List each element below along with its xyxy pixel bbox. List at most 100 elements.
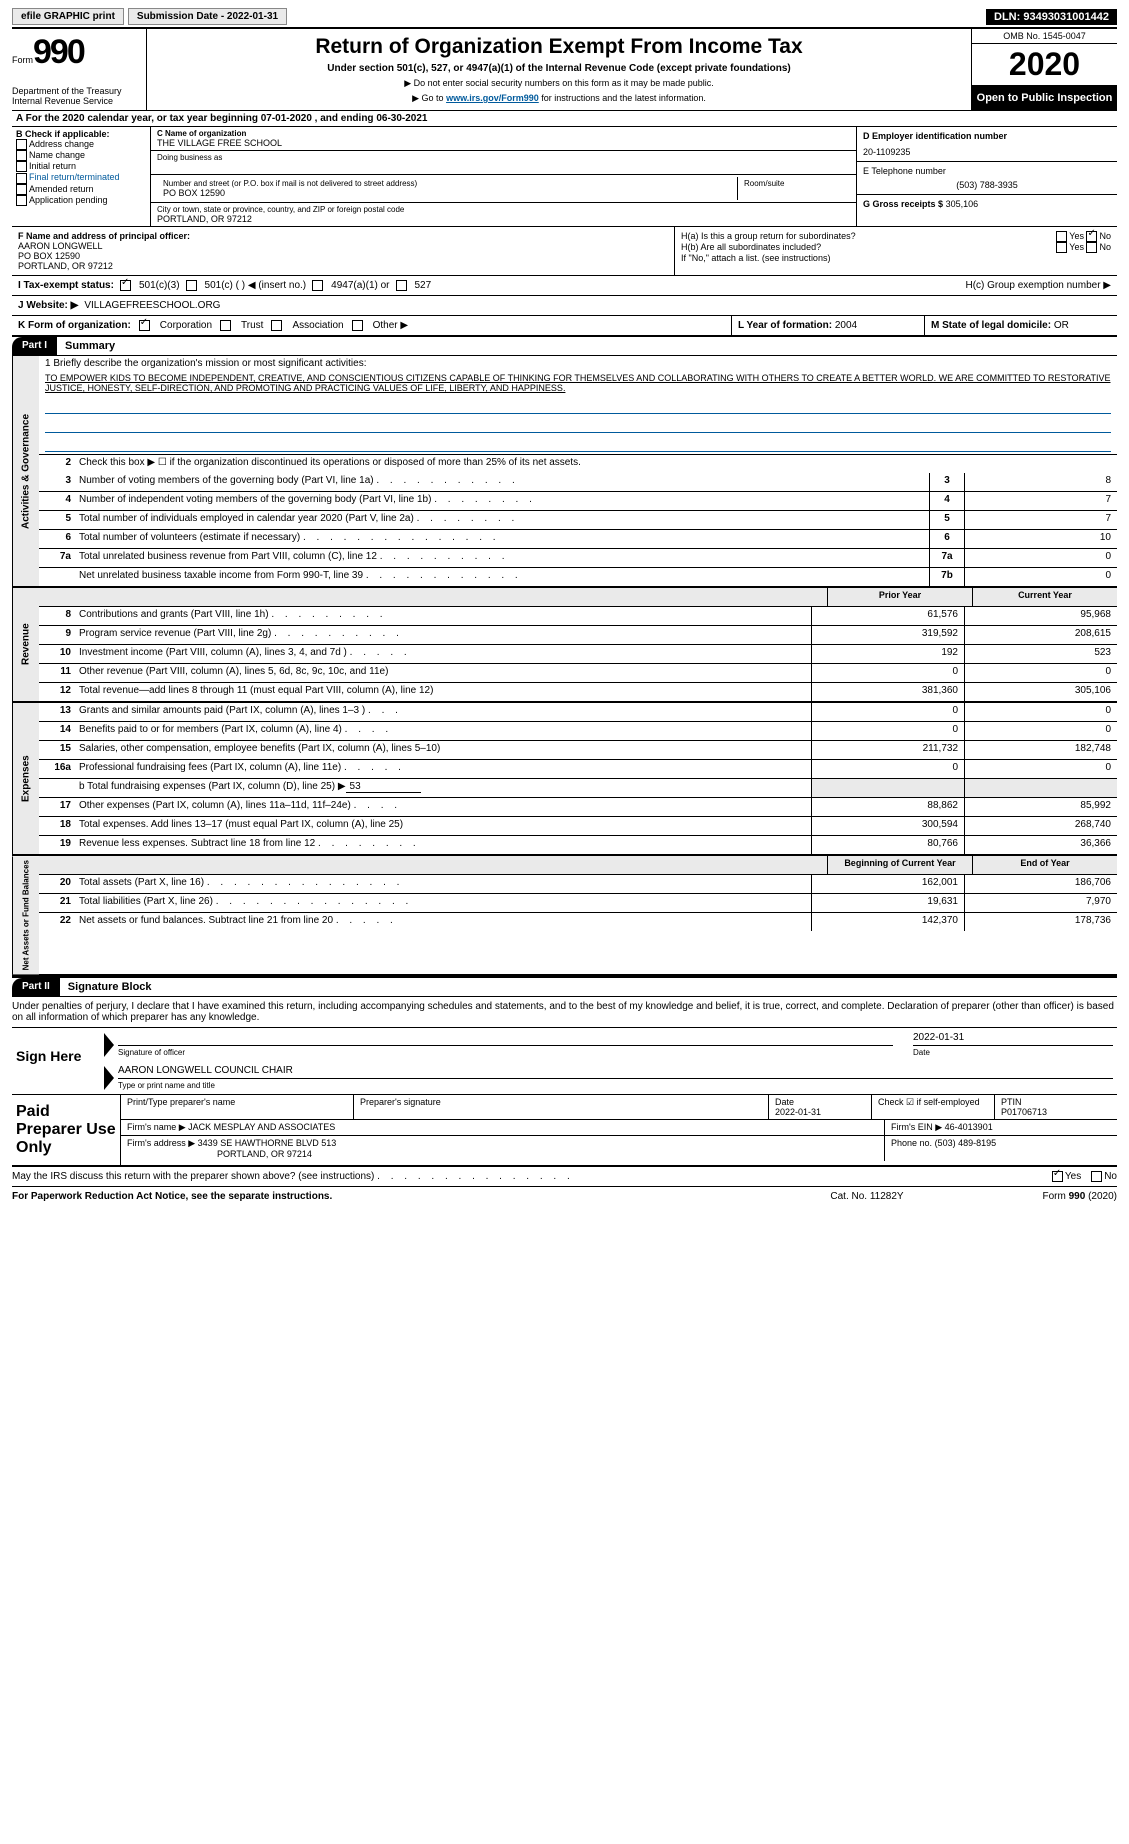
line-12: Total revenue—add lines 8 through 11 (mu…: [79, 685, 433, 696]
line-10: Investment income (Part VIII, column (A)…: [79, 647, 347, 658]
prep-name-label: Print/Type preparer's name: [121, 1095, 354, 1119]
p22: 142,370: [811, 913, 964, 931]
check-initial-return[interactable]: [16, 161, 27, 172]
section-d: D Employer identification number 20-1109…: [857, 127, 1117, 162]
section-h: H(a) Is this a group return for subordin…: [674, 227, 1117, 275]
check-label: Amended return: [29, 184, 94, 194]
form-note-2-prefix: ▶ Go to: [412, 93, 446, 103]
check-amended[interactable]: [16, 184, 27, 195]
part-1-header: Part I Summary: [12, 335, 1117, 356]
org-name-label: C Name of organization: [157, 129, 850, 138]
mission-label: 1 Briefly describe the organization's mi…: [39, 356, 1117, 371]
p14: 0: [811, 722, 964, 740]
check-other[interactable]: [352, 320, 363, 331]
line-14: Benefits paid to or for members (Part IX…: [79, 724, 342, 735]
line-16b-prefix: b Total fundraising expenses (Part IX, c…: [79, 781, 346, 792]
instructions-link[interactable]: www.irs.gov/Form990: [446, 93, 539, 103]
p15: 211,732: [811, 741, 964, 759]
self-employed: Check ☑ if self-employed: [872, 1095, 995, 1119]
ha-yes[interactable]: [1056, 231, 1067, 242]
check-application-pending[interactable]: [16, 195, 27, 206]
firm-phone-label: Phone no.: [891, 1138, 932, 1148]
check-name-change[interactable]: [16, 150, 27, 161]
check-corporation[interactable]: [139, 320, 150, 331]
firm-addr-label: Firm's address ▶: [127, 1138, 195, 1148]
row-m: M State of legal domicile: OR: [924, 316, 1117, 335]
mission-text: TO EMPOWER KIDS TO BECOME INDEPENDENT, C…: [39, 371, 1117, 395]
c8: 95,968: [964, 607, 1117, 625]
check-501c3[interactable]: [120, 280, 131, 291]
line-5: Total number of individuals employed in …: [79, 513, 414, 524]
officer-name: AARON LONGWELL: [18, 241, 668, 251]
c20: 186,706: [964, 875, 1117, 893]
p17: 88,862: [811, 798, 964, 816]
top-toolbar: efile GRAPHIC print Submission Date - 20…: [12, 8, 1117, 25]
c15: 182,748: [964, 741, 1117, 759]
address-label: Number and street (or P.O. box if mail i…: [163, 179, 731, 188]
c19: 36,366: [964, 836, 1117, 854]
c18: 268,740: [964, 817, 1117, 835]
line-3: Number of voting members of the governin…: [79, 475, 374, 486]
part-2-title: Signature Block: [60, 978, 160, 996]
discuss-yes[interactable]: [1052, 1171, 1063, 1182]
check-4947[interactable]: [312, 280, 323, 291]
ptin-label: PTIN: [1001, 1097, 1022, 1107]
room-label: Room/suite: [744, 179, 844, 188]
date-label: Date: [913, 1048, 1113, 1057]
ptin-value: P01706713: [1001, 1107, 1047, 1117]
check-trust[interactable]: [220, 320, 231, 331]
section-c: C Name of organization THE VILLAGE FREE …: [151, 127, 856, 226]
check-501c[interactable]: [186, 280, 197, 291]
check-final-return[interactable]: [16, 173, 27, 184]
ha-no[interactable]: [1086, 231, 1097, 242]
v4: 7: [964, 492, 1117, 510]
check-address-change[interactable]: [16, 139, 27, 150]
row-i: I Tax-exempt status: 501(c)(3) 501(c) ( …: [12, 275, 1117, 295]
side-label-netassets: Net Assets or Fund Balances: [12, 856, 39, 974]
line-16a: Professional fundraising fees (Part IX, …: [79, 762, 341, 773]
ein-label: D Employer identification number: [863, 131, 1111, 141]
p20: 162,001: [811, 875, 964, 893]
line-4: Number of independent voting members of …: [79, 494, 431, 505]
check-association[interactable]: [271, 320, 282, 331]
gross-receipts-value: 305,106: [946, 199, 979, 209]
line-8: Contributions and grants (Part VIII, lin…: [79, 609, 269, 620]
side-label-governance: Activities & Governance: [12, 356, 39, 586]
line-15: Salaries, other compensation, employee b…: [79, 743, 440, 754]
line-19: Revenue less expenses. Subtract line 18 …: [79, 838, 315, 849]
side-label-revenue: Revenue: [12, 588, 39, 701]
blank-line: [45, 416, 1111, 433]
side-label-expenses: Expenses: [12, 703, 39, 854]
line-2: Check this box ▶ ☐ if the organization d…: [75, 455, 1117, 473]
form-header: Form990 Department of the Treasury Inter…: [12, 27, 1117, 110]
line-11: Other revenue (Part VIII, column (A), li…: [79, 666, 388, 677]
section-b-title: B Check if applicable:: [16, 129, 146, 139]
form-word-label: Form: [12, 55, 33, 65]
sign-date: 2022-01-31: [913, 1032, 1113, 1046]
submission-date: Submission Date - 2022-01-31: [128, 8, 287, 25]
blank-line: [45, 435, 1111, 452]
p11: 0: [811, 664, 964, 682]
footer-left: For Paperwork Reduction Act Notice, see …: [12, 1191, 767, 1202]
hb-no[interactable]: [1086, 242, 1097, 253]
efile-button[interactable]: efile GRAPHIC print: [12, 8, 124, 25]
officer-addr1: PO BOX 12590: [18, 251, 668, 261]
firm-name-label: Firm's name ▶: [127, 1122, 186, 1132]
c16a: 0: [964, 760, 1117, 778]
v6: 10: [964, 530, 1117, 548]
gross-receipts-label: G Gross receipts $: [863, 199, 943, 209]
hb-yes[interactable]: [1056, 242, 1067, 253]
officer-name-title: AARON LONGWELL COUNCIL CHAIR: [118, 1065, 1113, 1079]
city: PORTLAND, OR 97212: [157, 214, 850, 224]
line-18: Total expenses. Add lines 13–17 (must eq…: [79, 819, 403, 830]
blank-line: [45, 397, 1111, 414]
check-527[interactable]: [396, 280, 407, 291]
ein-value: 20-1109235: [863, 141, 1111, 157]
check-label: Name change: [29, 150, 85, 160]
p12: 381,360: [811, 683, 964, 701]
discuss-no[interactable]: [1091, 1171, 1102, 1182]
p13: 0: [811, 703, 964, 721]
omb-number: OMB No. 1545-0047: [972, 29, 1117, 44]
form-note-2-suffix: for instructions and the latest informat…: [539, 93, 706, 103]
v3: 8: [964, 473, 1117, 491]
